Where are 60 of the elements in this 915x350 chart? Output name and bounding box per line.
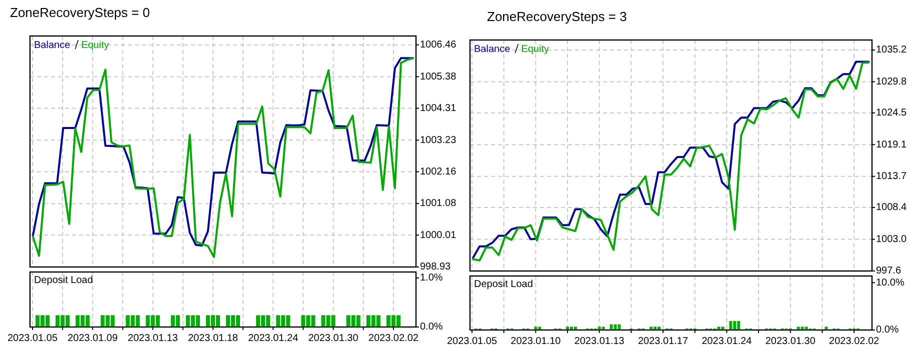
x-tick-label: 2023.01.30 — [765, 336, 816, 347]
x-tick-label: 2023.01.13 — [574, 336, 625, 347]
bar — [737, 321, 740, 330]
chart-title: ZoneRecoverySteps = 0 — [10, 5, 150, 20]
y-tick-label: 998.93 — [420, 262, 452, 273]
y-tick-label: 997.6 — [876, 266, 902, 277]
y-tick-label: 0.0% — [876, 324, 899, 336]
bar — [534, 326, 538, 330]
y-tick-label: 0.0% — [420, 322, 443, 333]
y-tick-label: 1.0% — [420, 272, 443, 284]
chart-title: ZoneRecoverySteps = 3 — [487, 9, 627, 24]
bar — [800, 326, 804, 330]
x-tick-label: 2023.01.30 — [308, 333, 359, 344]
bar — [733, 321, 736, 330]
x-tick-label: 2023.02.02 — [368, 333, 419, 344]
y-tick-label: 1003.0 — [876, 234, 908, 245]
y-tick-label: 1001.08 — [420, 198, 457, 210]
x-tick-label: 2023.01.10 — [510, 336, 562, 347]
x-tick-label: 2023.01.09 — [68, 333, 118, 344]
y-tick-label: 1019.1 — [876, 139, 908, 150]
y-tick-label: 1005.38 — [420, 71, 457, 82]
x-tick-label: 2023.01.05 — [7, 333, 58, 344]
x-tick-label: 2023.01.24 — [248, 333, 299, 344]
x-tick-label: 2023.02.02 — [829, 336, 880, 347]
bar — [574, 326, 577, 330]
y-tick-label: 1002.16 — [420, 166, 457, 178]
bar — [796, 326, 800, 330]
x-tick-label: 2023.01.18 — [188, 333, 238, 344]
y-tick-label: 1008.4 — [876, 202, 908, 214]
x-tick-label: 2023.01.13 — [128, 333, 178, 344]
series-label: Equity — [81, 40, 109, 51]
bar — [804, 326, 808, 330]
x-tick-label: 2023.01.05 — [446, 336, 498, 347]
y-tick-label: 1004.31 — [420, 102, 457, 114]
bar — [602, 326, 605, 330]
bar — [570, 326, 573, 330]
chart-title: Deposit Load — [34, 275, 93, 286]
y-tick-label: 1024.5 — [876, 108, 908, 119]
y-tick-label: 1035.2 — [876, 44, 908, 56]
x-tick-label: 2023.01.17 — [638, 336, 688, 347]
text: Equity — [521, 44, 549, 55]
y-tick-label: 1013.7 — [876, 171, 908, 182]
y-tick-label: 1006.46 — [420, 39, 457, 50]
bar — [566, 326, 570, 330]
x-tick-label: 2023.01.24 — [702, 336, 752, 347]
bar — [654, 326, 657, 330]
y-tick-label: 1000.01 — [420, 230, 457, 241]
text: Balance — [474, 44, 511, 55]
y-tick-label: 10.0% — [876, 277, 904, 288]
bar — [824, 326, 828, 330]
bar — [729, 321, 732, 330]
chart-title: Deposit Load — [474, 279, 533, 290]
bar — [658, 326, 661, 330]
bar — [717, 326, 720, 330]
bar — [538, 326, 542, 330]
y-tick-label: 1029.8 — [876, 76, 908, 88]
bar — [598, 326, 601, 330]
y-tick-label: 1003.23 — [420, 134, 457, 146]
bar — [650, 326, 653, 330]
text: Balance — [34, 40, 71, 51]
